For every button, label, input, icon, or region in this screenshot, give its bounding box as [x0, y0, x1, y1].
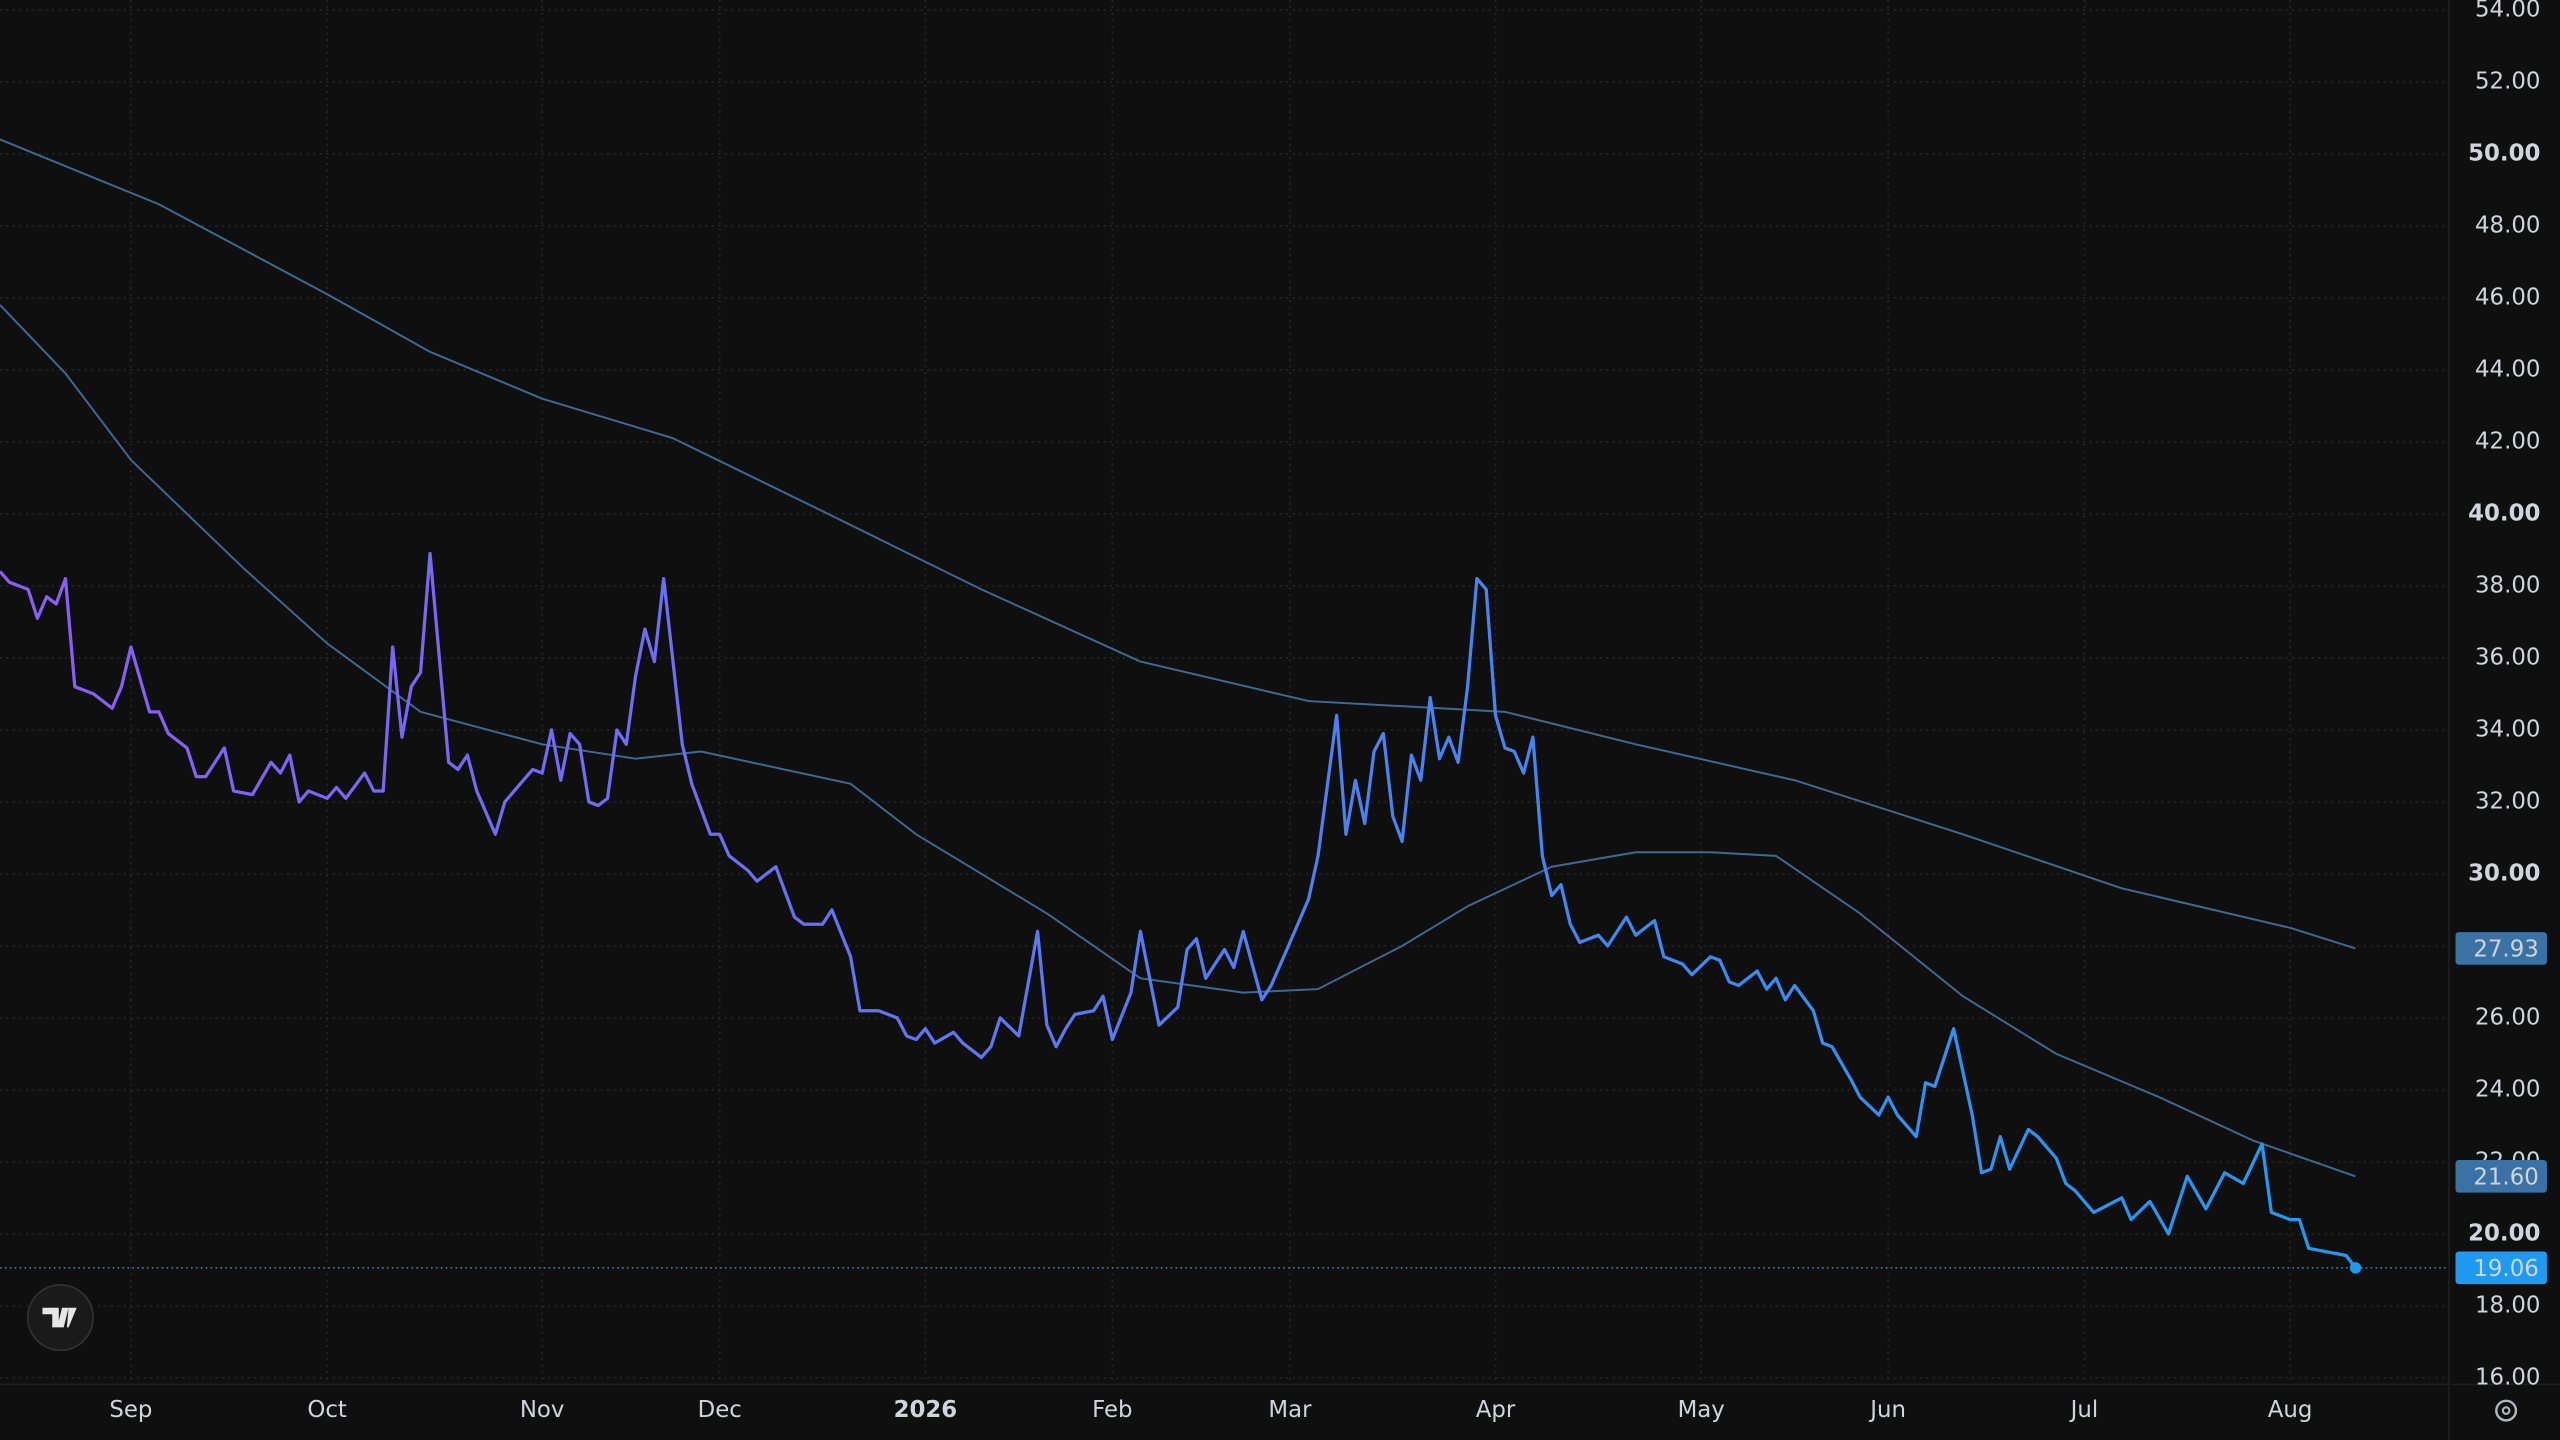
x-tick-label: Apr	[1476, 1397, 1516, 1423]
x-tick-label: Dec	[698, 1397, 742, 1423]
x-tick-label: Aug	[2268, 1397, 2313, 1423]
last-value-box	[2455, 1160, 2547, 1193]
y-tick-label: 32.00	[2475, 788, 2540, 814]
series-line	[0, 304, 2356, 1178]
x-tick-label: Jun	[1868, 1397, 1906, 1423]
y-tick-label: 54.00	[2475, 0, 2540, 22]
y-tick-label: 50.00	[2468, 140, 2540, 166]
x-tick-label: Sep	[109, 1397, 152, 1423]
x-tick-label: Mar	[1268, 1397, 1312, 1423]
y-tick-label: 18.00	[2475, 1292, 2540, 1318]
y-tick-label: 24.00	[2475, 1076, 2540, 1102]
last-value-label: 27.93	[2473, 937, 2538, 963]
x-tick-label: Nov	[520, 1397, 565, 1423]
x-tick-label: Oct	[307, 1397, 347, 1423]
y-tick-label: 48.00	[2475, 212, 2540, 238]
x-tick-label: Feb	[1092, 1397, 1132, 1423]
y-tick-label: 26.00	[2475, 1004, 2540, 1030]
x-tick-label: May	[1678, 1397, 1725, 1423]
last-value-label: 19.06	[2473, 1256, 2538, 1282]
y-tick-label: 44.00	[2475, 356, 2540, 382]
logo[interactable]	[26, 1284, 94, 1352]
y-tick-label: 46.00	[2475, 284, 2540, 310]
last-value-box	[2455, 932, 2547, 965]
y-tick-label: 52.00	[2475, 68, 2540, 94]
settings-icon[interactable]	[2495, 1399, 2518, 1422]
y-tick-label: 40.00	[2468, 500, 2540, 526]
x-tick-label: Jul	[2069, 1397, 2099, 1423]
y-tick-label: 42.00	[2475, 428, 2540, 454]
y-tick-label: 30.00	[2468, 860, 2540, 886]
y-tick-label: 16.00	[2475, 1364, 2540, 1390]
y-tick-label: 34.00	[2475, 716, 2540, 742]
last-value-box	[2455, 1251, 2547, 1285]
y-tick-label: 20.00	[2468, 1220, 2540, 1246]
plot	[0, 138, 2449, 1274]
x-tick-label: 2026	[894, 1397, 958, 1423]
last-point	[2349, 1262, 2362, 1274]
y-tick-label: 36.00	[2475, 644, 2540, 670]
last-value-label: 21.60	[2473, 1164, 2538, 1190]
series-line	[0, 551, 2357, 1269]
series-line	[0, 138, 2356, 950]
y-tick-label: 38.00	[2475, 572, 2540, 598]
